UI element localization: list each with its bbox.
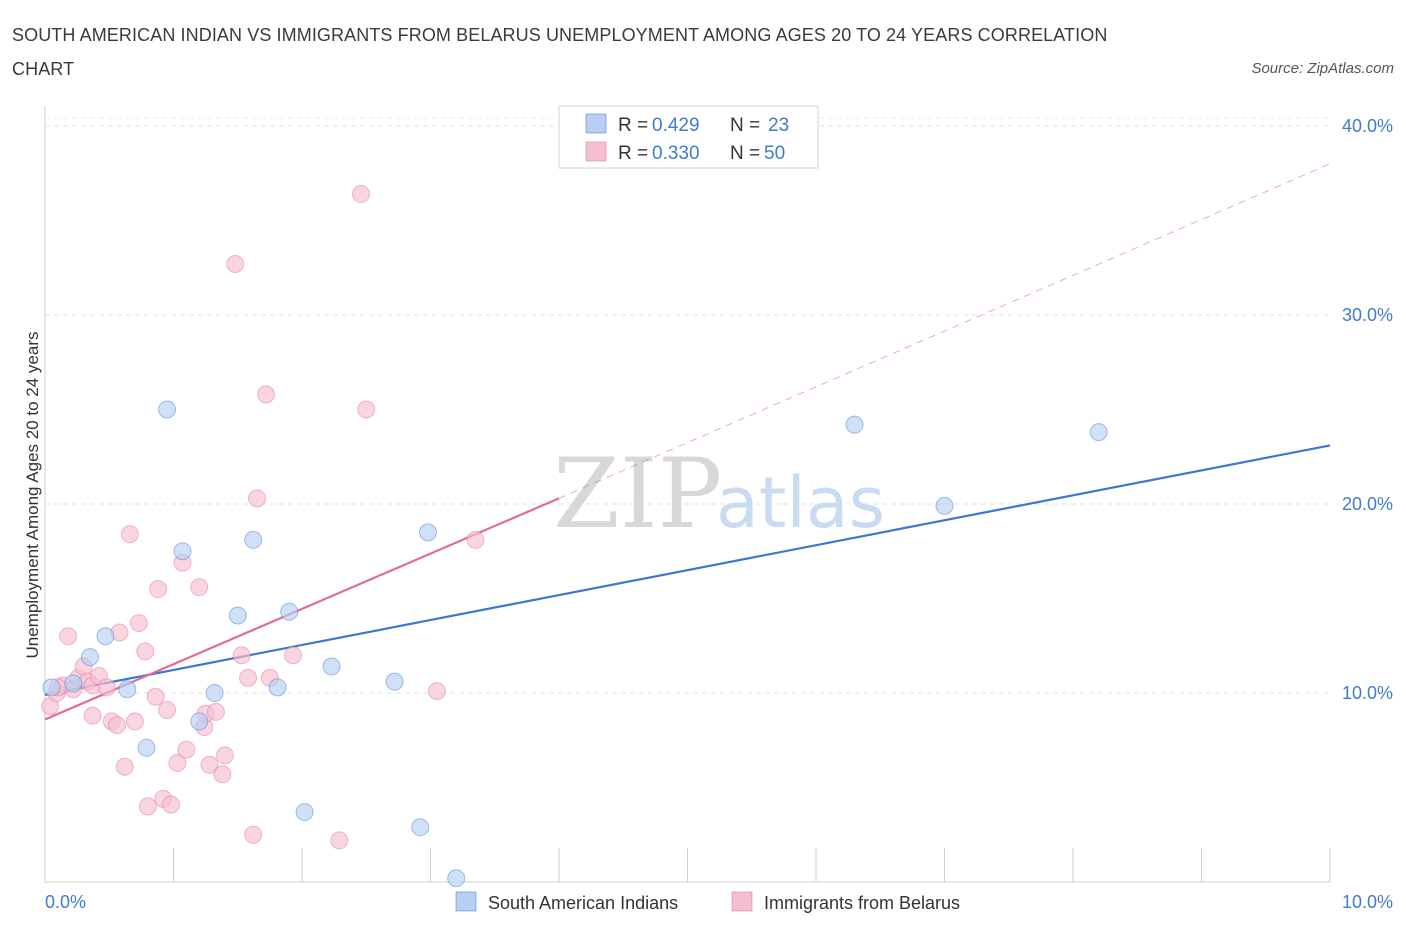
data-point: [411, 818, 430, 837]
data-point: [322, 657, 341, 676]
data-point: [146, 687, 165, 706]
y-tick-label: 40.0%: [1342, 116, 1393, 136]
data-point: [330, 831, 349, 850]
data-point: [190, 578, 209, 597]
legend-r-label-2: R =: [618, 143, 648, 164]
data-point: [137, 738, 156, 757]
data-point: [200, 755, 219, 774]
legend-swatch-blue: [585, 113, 607, 134]
data-point: [268, 678, 287, 697]
x-tick-labels: 0.0% 10.0%: [45, 892, 1393, 912]
data-point: [158, 701, 177, 720]
data-point: [168, 753, 187, 772]
data-point: [138, 797, 157, 816]
data-point: [239, 668, 258, 687]
data-point: [64, 674, 83, 693]
legend-n-label-1: N =: [730, 115, 760, 136]
series-legend-label-2: Immigrants from Belarus: [764, 893, 960, 913]
y-axis-label: Unemployment Among Ages 20 to 24 years: [23, 332, 42, 659]
data-point: [352, 185, 371, 204]
data-point: [244, 825, 263, 844]
data-point: [228, 606, 247, 625]
data-point: [115, 757, 134, 776]
stats-legend: R = 0.429 N = 23 R = 0.330 N = 50: [558, 105, 819, 169]
data-points: [41, 185, 1108, 888]
series-legend-label-1: South American Indians: [488, 893, 678, 913]
legend-swatch-pink: [585, 141, 607, 162]
data-point: [215, 746, 234, 765]
data-point: [447, 869, 466, 888]
y-tick-label: 20.0%: [1342, 494, 1393, 514]
data-point: [129, 614, 148, 633]
data-point: [190, 712, 209, 731]
data-point: [284, 646, 303, 665]
data-point: [248, 489, 267, 508]
data-point: [97, 678, 116, 697]
data-point: [1089, 423, 1108, 442]
data-point: [206, 702, 225, 721]
data-point: [80, 648, 99, 667]
data-point: [280, 602, 299, 621]
trend-line-extension: [558, 163, 1331, 499]
legend-r-label-1: R =: [618, 115, 648, 136]
trend-line: [44, 444, 1331, 696]
data-point: [83, 706, 102, 725]
data-point: [232, 646, 251, 665]
data-point: [118, 680, 137, 699]
data-point: [177, 740, 196, 759]
legend-n-label-2: N =: [730, 143, 760, 164]
data-point: [149, 580, 168, 599]
data-point: [173, 542, 192, 561]
watermark-atlas: atlas: [716, 462, 885, 544]
data-point: [59, 627, 78, 646]
data-point: [125, 712, 144, 731]
data-point: [935, 496, 954, 515]
data-point: [385, 672, 404, 691]
x-tick-label: 0.0%: [45, 892, 86, 912]
data-point: [295, 803, 314, 822]
data-point: [213, 765, 232, 784]
legend-r-value-2: 0.330: [652, 143, 700, 164]
legend-r-value-1: 0.429: [652, 115, 700, 136]
data-point: [845, 415, 864, 434]
axes: [44, 106, 1331, 883]
data-point: [136, 642, 155, 661]
data-point: [257, 385, 276, 404]
data-point: [226, 254, 245, 273]
y-tick-label: 10.0%: [1342, 683, 1393, 703]
chart-title: SOUTH AMERICAN INDIAN VS IMMIGRANTS FROM…: [12, 25, 1108, 79]
data-point: [427, 682, 446, 701]
data-point: [107, 716, 126, 735]
data-point: [244, 530, 263, 549]
source-label: Source: ZipAtlas.com: [1251, 60, 1394, 77]
data-point: [96, 627, 115, 646]
data-point: [161, 795, 180, 814]
legend-n-value-2: 50: [764, 143, 785, 164]
data-point: [120, 525, 139, 544]
legend-n-value-1: 23: [768, 115, 789, 136]
data-point: [158, 400, 177, 419]
series-legend: South American Indians Immigrants from B…: [455, 891, 960, 913]
data-point: [357, 400, 376, 419]
y-tick-label: 30.0%: [1342, 305, 1393, 325]
y-tick-labels: 10.0% 20.0% 30.0% 40.0%: [1342, 116, 1393, 703]
series-legend-swatch-pink: [731, 891, 753, 912]
data-point: [466, 530, 485, 549]
series-legend-swatch-blue: [455, 891, 477, 912]
data-point: [418, 523, 437, 542]
data-point: [42, 678, 61, 697]
data-point: [205, 684, 224, 702]
watermark-zip: ZIP: [553, 438, 722, 550]
x-tick-label: 10.0%: [1342, 892, 1393, 912]
